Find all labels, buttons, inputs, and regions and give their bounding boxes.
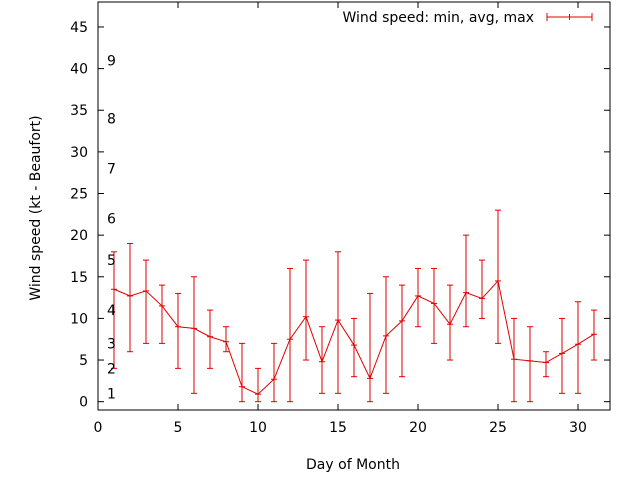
y-tick-label: 25 bbox=[70, 187, 88, 203]
y-tick-label: 40 bbox=[70, 62, 88, 78]
y-tick-label: 10 bbox=[70, 311, 88, 327]
beaufort-label: 8 bbox=[107, 112, 116, 128]
beaufort-label: 7 bbox=[107, 162, 116, 178]
x-tick-label: 15 bbox=[329, 420, 347, 436]
plot-frame bbox=[97, 1, 611, 411]
plot-area bbox=[111, 209, 597, 403]
x-axis-label: Day of Month bbox=[306, 457, 400, 473]
legend: Wind speed: min, avg, max bbox=[342, 10, 593, 26]
y-axis-label: Wind speed (kt - Beaufort) bbox=[28, 115, 44, 300]
beaufort-label: 4 bbox=[107, 303, 116, 319]
x-tick-label: 30 bbox=[569, 420, 587, 436]
beaufort-label: 5 bbox=[107, 253, 116, 269]
x-tick-label: 5 bbox=[174, 420, 183, 436]
beaufort-label: 1 bbox=[107, 386, 116, 402]
y-tick-label: 5 bbox=[79, 353, 88, 369]
beaufort-label: 3 bbox=[107, 336, 116, 352]
y-tick-label: 45 bbox=[70, 20, 88, 36]
beaufort-label: 9 bbox=[107, 53, 116, 69]
y-tick-label: 0 bbox=[79, 395, 88, 411]
x-tick-label: 20 bbox=[409, 420, 427, 436]
y-tick-label: 20 bbox=[70, 228, 88, 244]
beaufort-label: 6 bbox=[107, 211, 116, 227]
legend-label: Wind speed: min, avg, max bbox=[342, 10, 534, 26]
y-tick-label: 35 bbox=[70, 103, 88, 119]
y-tick-label: 15 bbox=[70, 270, 88, 286]
x-tick-label: 25 bbox=[489, 420, 507, 436]
y-tick-label: 30 bbox=[70, 145, 88, 161]
beaufort-label: 2 bbox=[107, 361, 116, 377]
x-tick-label: 10 bbox=[249, 420, 267, 436]
x-tick-label: 0 bbox=[94, 420, 103, 436]
